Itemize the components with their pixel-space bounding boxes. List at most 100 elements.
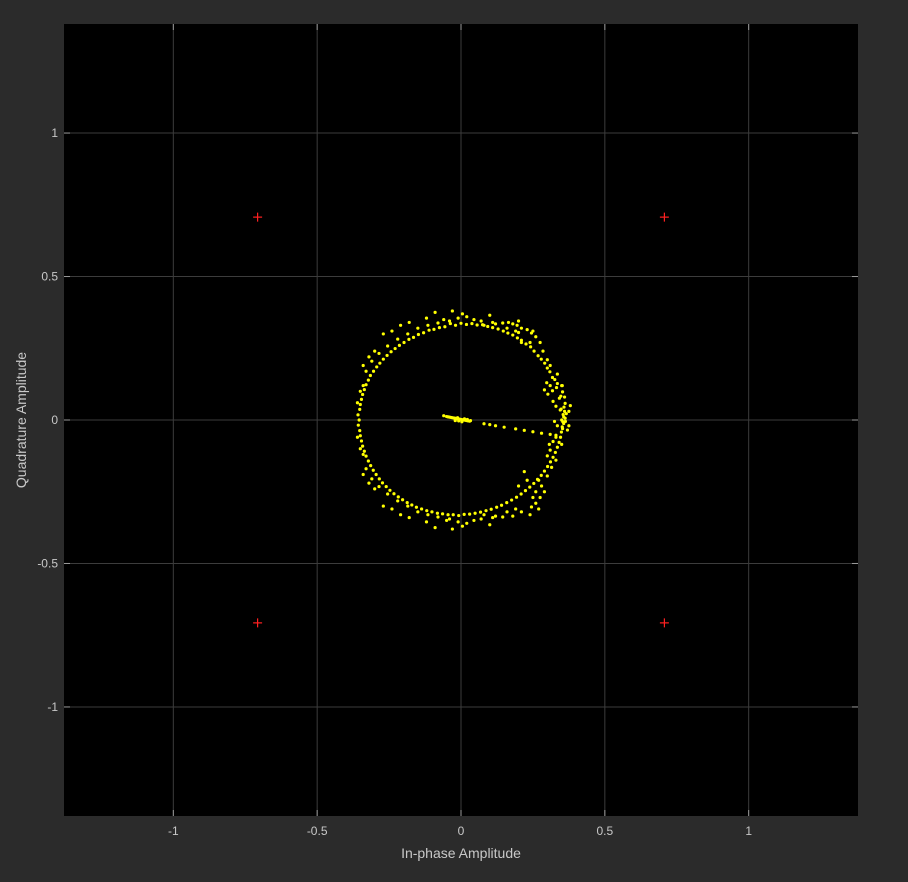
- received-symbol-point: [547, 442, 551, 446]
- received-symbol-point: [479, 319, 483, 323]
- received-symbol-point: [541, 349, 545, 353]
- received-symbol-point: [373, 487, 377, 491]
- received-symbol-point: [377, 351, 381, 356]
- x-tick-label: -1: [168, 824, 179, 838]
- received-symbol-point: [364, 454, 368, 458]
- received-symbol-point: [510, 498, 514, 502]
- received-symbol-point: [532, 349, 536, 353]
- received-symbol-point: [482, 513, 486, 517]
- x-tick-label: 0.5: [596, 824, 613, 838]
- received-symbol-point: [380, 481, 385, 485]
- received-symbol-point: [390, 507, 394, 511]
- received-symbol-point: [514, 495, 519, 499]
- received-symbol-point: [448, 321, 452, 326]
- data-points: [253, 212, 669, 628]
- received-symbol-point: [427, 328, 431, 332]
- received-symbol-point: [402, 340, 406, 345]
- received-symbol-point: [362, 449, 366, 453]
- received-symbol-point: [528, 340, 532, 345]
- received-symbol-point: [358, 402, 362, 407]
- received-symbol-point: [367, 355, 371, 359]
- y-tick-label: 0.5: [41, 270, 58, 284]
- received-symbol-point: [491, 320, 495, 325]
- received-symbol-point: [542, 490, 547, 494]
- received-symbol-point: [424, 316, 429, 320]
- received-symbol-point: [495, 505, 499, 509]
- received-symbol-point: [442, 317, 446, 322]
- received-symbol-point: [548, 432, 552, 436]
- received-symbol-point: [361, 363, 365, 368]
- received-symbol-point: [384, 484, 388, 489]
- received-symbol-point: [501, 515, 505, 519]
- received-symbol-point: [506, 320, 511, 325]
- received-symbol-point: [550, 375, 555, 380]
- received-symbol-point: [567, 424, 571, 428]
- received-symbol-point: [393, 346, 397, 351]
- received-symbol-point: [437, 326, 442, 330]
- received-symbol-point: [358, 429, 362, 433]
- received-symbol-point: [491, 326, 495, 330]
- received-symbol-point: [488, 523, 492, 527]
- received-symbol-point: [373, 349, 377, 353]
- received-symbol-point: [456, 316, 460, 320]
- received-symbol-point: [433, 526, 437, 530]
- received-symbol-point: [453, 418, 457, 423]
- received-symbol-point: [562, 395, 567, 399]
- received-symbol-point: [426, 323, 430, 327]
- received-symbol-point: [426, 513, 430, 517]
- received-symbol-point: [361, 392, 365, 397]
- received-symbol-point: [396, 495, 400, 499]
- received-symbol-point: [561, 420, 565, 424]
- received-symbol-point: [562, 409, 567, 413]
- received-symbol-point: [381, 332, 385, 336]
- x-axis-ticks: -1 -0.5 0 0.5 1: [168, 24, 752, 838]
- received-symbol-point: [470, 321, 474, 326]
- received-symbol-point: [358, 389, 362, 393]
- received-symbol-point: [472, 317, 476, 322]
- received-symbol-point: [542, 469, 547, 473]
- received-symbol-point: [516, 484, 521, 488]
- received-symbol-point: [555, 372, 559, 376]
- received-symbol-point: [557, 440, 561, 444]
- y-tick-label: -1: [47, 700, 58, 714]
- received-symbol-point: [473, 511, 477, 515]
- received-symbol-point: [524, 342, 528, 346]
- received-symbol-point: [534, 335, 538, 339]
- received-symbol-point: [381, 504, 385, 508]
- received-symbol-point: [370, 477, 374, 481]
- received-symbol-point: [459, 321, 463, 325]
- received-symbol-point: [554, 404, 558, 408]
- received-symbol-point: [545, 464, 550, 469]
- received-symbol-point: [531, 495, 535, 500]
- received-symbol-point: [385, 353, 389, 358]
- reference-constellation-point: [659, 618, 669, 628]
- received-symbol-point: [456, 520, 460, 524]
- received-symbol-point: [562, 405, 566, 409]
- received-symbol-point: [390, 329, 394, 333]
- received-symbol-point: [457, 513, 461, 518]
- received-symbol-point: [488, 313, 492, 317]
- received-symbol-point: [407, 337, 411, 341]
- received-symbol-point: [545, 366, 549, 370]
- received-symbol-point: [529, 345, 533, 349]
- received-symbol-point: [548, 363, 552, 368]
- y-tick-label: 1: [51, 126, 58, 140]
- received-symbol-point: [525, 328, 529, 332]
- received-symbol-point: [450, 527, 454, 531]
- x-tick-label: 0: [458, 824, 465, 838]
- received-symbol-point: [364, 467, 368, 471]
- received-symbol-point: [484, 509, 488, 513]
- received-symbol-point: [539, 473, 543, 477]
- received-symbol-point: [516, 319, 521, 323]
- received-symbol-point: [388, 488, 392, 492]
- received-symbol-point: [453, 323, 458, 327]
- reference-constellation-point: [253, 618, 263, 628]
- received-symbol-point: [558, 435, 563, 439]
- received-symbol-point: [401, 498, 405, 502]
- received-symbol-point: [555, 445, 559, 449]
- received-symbol-point: [422, 331, 426, 335]
- received-symbol-point: [398, 323, 403, 327]
- received-symbol-point: [554, 433, 558, 437]
- received-symbol-point: [361, 444, 365, 448]
- received-symbol-point: [519, 510, 524, 514]
